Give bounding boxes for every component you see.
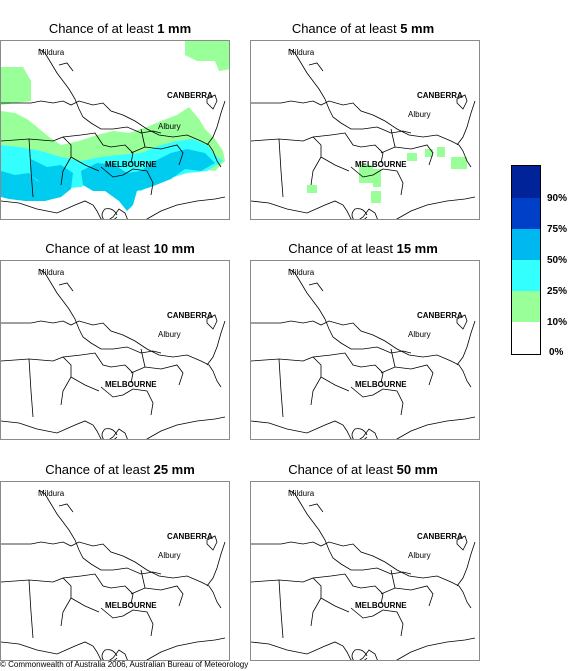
map-panel-10mm: Mildura CANBERRA Albury MELBOURNE <box>0 260 230 440</box>
map-svg-25mm <box>1 489 226 660</box>
label-melbourne: MELBOURNE <box>105 601 157 610</box>
map-svg-50mm <box>251 489 476 660</box>
map-outline <box>1 268 226 439</box>
panel-title-amount: 25 mm <box>153 462 195 477</box>
label-canberra: CANBERRA <box>417 91 463 100</box>
map-panel-5mm: Mildura CANBERRA Albury MELBOURNE <box>250 40 480 220</box>
map-svg-15mm <box>251 268 476 439</box>
panel-title-prefix: Chance of at least <box>48 21 158 36</box>
panel-title-1mm: Chance of at least 1 mm <box>0 21 240 36</box>
map-svg-5mm <box>251 48 476 219</box>
shading-1mm <box>1 41 229 211</box>
map-outline <box>251 489 476 660</box>
label-albury: Albury <box>408 551 431 560</box>
legend-swatch-white <box>512 322 540 354</box>
label-mildura: Mildura <box>38 489 65 498</box>
copyright-notice: © Commonwealth of Australia 2006, Austra… <box>0 660 249 669</box>
legend-label-90: 90% <box>547 193 568 204</box>
label-albury: Albury <box>158 330 181 339</box>
legend-label-10: 10% <box>547 317 568 328</box>
panel-title-15mm: Chance of at least 15 mm <box>243 241 483 256</box>
panel-title-prefix: Chance of at least <box>288 462 397 477</box>
legend-swatch-green <box>512 291 540 322</box>
panel-title-amount: 10 mm <box>153 241 195 256</box>
map-outline <box>251 48 476 219</box>
panel-title-prefix: Chance of at least <box>288 241 397 256</box>
label-melbourne: MELBOURNE <box>105 380 157 389</box>
label-mildura: Mildura <box>38 48 65 57</box>
label-canberra: CANBERRA <box>417 532 463 541</box>
legend-label-50: 50% <box>547 255 568 266</box>
panel-title-10mm: Chance of at least 10 mm <box>0 241 240 256</box>
panel-title-50mm: Chance of at least 50 mm <box>243 462 483 477</box>
label-albury: Albury <box>158 551 181 560</box>
map-outline <box>1 489 226 660</box>
panel-title-amount: 15 mm <box>396 241 438 256</box>
panel-title-amount: 1 mm <box>157 21 192 36</box>
panel-title-amount: 50 mm <box>396 462 438 477</box>
legend-label-0: 0% <box>549 347 564 358</box>
label-mildura: Mildura <box>288 489 315 498</box>
label-canberra: CANBERRA <box>167 311 213 320</box>
panel-title-5mm: Chance of at least 5 mm <box>243 21 483 36</box>
panel-title-25mm: Chance of at least 25 mm <box>0 462 240 477</box>
legend-label-25: 25% <box>547 286 568 297</box>
label-albury: Albury <box>158 122 181 131</box>
label-melbourne: MELBOURNE <box>355 380 407 389</box>
label-canberra: CANBERRA <box>417 311 463 320</box>
map-panel-25mm: Mildura CANBERRA Albury MELBOURNE <box>0 481 230 661</box>
label-canberra: CANBERRA <box>167 91 213 100</box>
shading-5mm <box>307 147 467 203</box>
panel-title-prefix: Chance of at least <box>291 21 401 36</box>
map-panel-1mm: Mildura CANBERRA Albury MELBOURNE <box>0 40 230 220</box>
map-panel-50mm: Mildura CANBERRA Albury MELBOURNE <box>250 481 480 661</box>
legend-swatch-cyan <box>512 260 540 291</box>
label-canberra: CANBERRA <box>167 532 213 541</box>
label-melbourne: MELBOURNE <box>105 160 157 169</box>
label-melbourne: MELBOURNE <box>355 160 407 169</box>
label-mildura: Mildura <box>288 268 315 277</box>
panel-title-amount: 5 mm <box>400 21 435 36</box>
label-mildura: Mildura <box>38 268 65 277</box>
label-mildura: Mildura <box>288 48 315 57</box>
label-albury: Albury <box>408 330 431 339</box>
map-svg-10mm <box>1 268 226 439</box>
map-outline <box>251 268 476 439</box>
map-panel-15mm: Mildura CANBERRA Albury MELBOURNE <box>250 260 480 440</box>
panel-title-prefix: Chance of at least <box>45 462 154 477</box>
label-melbourne: MELBOURNE <box>355 601 407 610</box>
legend-swatch-mid <box>512 229 540 260</box>
label-albury: Albury <box>408 110 431 119</box>
legend-swatch-dark <box>512 166 540 198</box>
legend-label-75: 75% <box>547 224 568 235</box>
legend-swatch-blue <box>512 198 540 229</box>
legend-frame <box>511 165 541 355</box>
map-svg-1mm <box>1 41 229 219</box>
panel-title-prefix: Chance of at least <box>45 241 154 256</box>
